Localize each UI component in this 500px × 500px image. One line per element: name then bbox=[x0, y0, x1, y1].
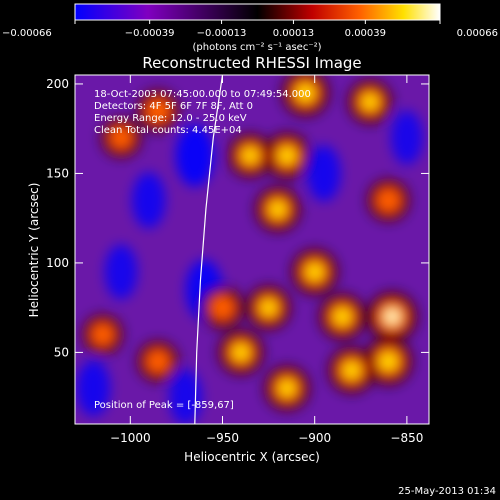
bright-region-core bbox=[362, 94, 378, 110]
annotation-block: 18-Oct-2003 07:45:00.000 to 07:49:54.000… bbox=[94, 89, 311, 136]
colorbar-tick-label: −0.00013 bbox=[197, 28, 247, 39]
colorbar-tick-label: 0.00039 bbox=[345, 28, 386, 39]
y-tick-label: 100 bbox=[46, 256, 69, 270]
annotation-clean-counts: Clean Total counts: 4.45E+04 bbox=[94, 125, 242, 136]
bright-region-mid bbox=[147, 350, 169, 373]
x-tick-label: −900 bbox=[298, 431, 331, 445]
bright-region-core bbox=[297, 84, 314, 102]
bright-region-core bbox=[261, 300, 277, 316]
bright-region-mid bbox=[377, 189, 400, 212]
colorbar-tick-label: −0.00039 bbox=[125, 28, 175, 39]
x-axis-label: Heliocentric X (arcsec) bbox=[184, 450, 320, 464]
peak-position-label: Position of Peak = [-859,67] bbox=[94, 400, 234, 411]
dark-region bbox=[307, 145, 341, 202]
x-tick-label: −1000 bbox=[110, 431, 151, 445]
x-tick-label: −950 bbox=[206, 431, 239, 445]
heatmap-image bbox=[75, 75, 429, 424]
dark-region bbox=[104, 244, 138, 300]
bright-region-mid bbox=[110, 127, 132, 149]
bright-region-core bbox=[233, 344, 249, 361]
y-tick-label: 200 bbox=[46, 77, 69, 91]
y-tick-label: 50 bbox=[54, 345, 69, 359]
colorbar-units: (photons cm⁻² s⁻¹ asec⁻²) bbox=[192, 42, 321, 53]
bright-region-mid bbox=[211, 296, 234, 319]
bright-region-core bbox=[343, 362, 360, 379]
bright-region-core bbox=[279, 380, 295, 396]
bright-region-core bbox=[334, 308, 351, 325]
colorbar bbox=[74, 3, 441, 21]
annotation-energy-range: Energy Range: 12.0 - 25.0 keV bbox=[94, 113, 247, 124]
y-tick-label: 150 bbox=[46, 166, 69, 180]
bright-region-peak bbox=[387, 311, 398, 322]
dark-region bbox=[76, 360, 111, 417]
plot-frame bbox=[74, 74, 430, 425]
bright-region-core bbox=[279, 147, 296, 164]
annotation-detectors: Detectors: 4F 5F 6F 7F 8F, Att 0 bbox=[94, 101, 253, 112]
y-axis-label: Heliocentric Y (arcsec) bbox=[27, 183, 41, 318]
chart-title: Reconstructed RHESSI Image bbox=[142, 54, 361, 72]
colorbar-tick-label: 0.00066 bbox=[457, 28, 498, 39]
dark-region bbox=[175, 124, 215, 187]
dark-region bbox=[169, 369, 203, 424]
bright-region-core bbox=[306, 263, 323, 280]
x-tick-label: −850 bbox=[390, 431, 423, 445]
bright-region-mid bbox=[146, 99, 170, 122]
dark-region bbox=[131, 172, 166, 229]
bright-region-mid bbox=[92, 324, 114, 346]
colorbar-tick-label: −0.00066 bbox=[2, 28, 52, 39]
annotation-time-range: 18-Oct-2003 07:45:00.000 to 07:49:54.000 bbox=[94, 89, 311, 100]
axis-ticks: −1000 −950 −900 −850 50 100 150 200 bbox=[46, 75, 429, 445]
dark-region bbox=[390, 110, 423, 165]
colorbar-tick-label: 0.00013 bbox=[273, 28, 314, 39]
footer-timestamp: 25-May-2013 01:34 bbox=[398, 486, 496, 497]
bright-region-core bbox=[242, 148, 258, 164]
heatmap-blobs bbox=[76, 75, 423, 424]
bright-region-core bbox=[379, 352, 397, 370]
bright-region-core bbox=[270, 201, 286, 217]
solar-limb-curve bbox=[194, 75, 224, 424]
colorbar-ticks: −0.00066 −0.00039 −0.00013 0.00013 0.00039 0.… bbox=[2, 20, 498, 39]
